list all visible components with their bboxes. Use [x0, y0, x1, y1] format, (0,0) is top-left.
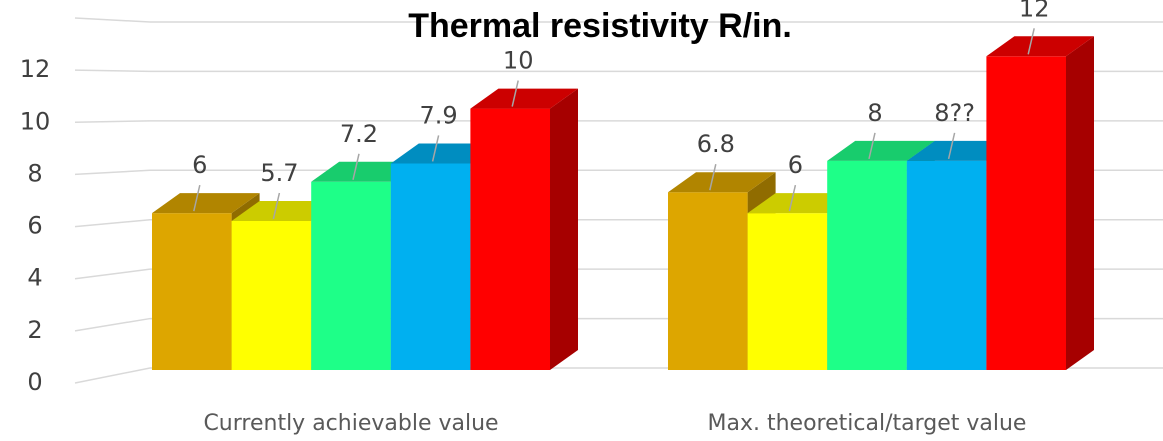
x-tick-label: Max. theoretical/target value — [708, 411, 1027, 436]
data-label: 7.9 — [420, 101, 458, 129]
data-label: 10 — [503, 47, 534, 75]
grid-line — [74, 120, 1163, 124]
leader-line — [788, 184, 797, 212]
bar-top — [152, 193, 260, 214]
bar-front — [152, 213, 232, 370]
bar-front — [747, 213, 828, 370]
data-label: 6 — [788, 151, 803, 179]
bar-front — [906, 160, 987, 370]
data-label: 8 — [867, 99, 882, 127]
data-label: 5.7 — [260, 159, 298, 187]
leader-line — [511, 80, 519, 107]
bar-top — [827, 140, 935, 161]
y-tick-label: 6 — [27, 212, 42, 240]
bar — [470, 88, 578, 371]
leader-line — [947, 132, 956, 160]
bar-front — [231, 220, 312, 370]
data-label: 8?? — [934, 99, 975, 127]
y-tick-label: 4 — [27, 264, 42, 292]
data-label: 7.2 — [340, 120, 378, 148]
bar-front — [311, 181, 391, 370]
leader-line — [709, 164, 717, 191]
bar-top — [668, 172, 776, 193]
grid — [74, 17, 1163, 384]
leader-line — [431, 135, 440, 162]
leader-line — [193, 184, 201, 212]
bar-front — [668, 192, 748, 370]
bar-front — [470, 108, 550, 371]
bars: 6 5.7 7.2 7.9 10 6.8 6 8 8?? 12 — [152, 0, 1094, 371]
leader-line — [868, 132, 876, 160]
y-tick-label: 12 — [20, 55, 51, 83]
data-label: 6 — [192, 151, 207, 179]
y-tick-label: 0 — [27, 368, 42, 396]
bar — [986, 36, 1094, 371]
y-tick-label: 2 — [27, 316, 42, 344]
grid-line — [74, 17, 1163, 23]
grid-line — [74, 169, 1163, 176]
grid-line — [74, 69, 1163, 73]
y-tick-label: 10 — [20, 107, 51, 135]
grid-line — [74, 367, 1163, 384]
data-label: 6.8 — [697, 130, 735, 158]
bar-side — [1066, 36, 1094, 371]
data-label: 12 — [1019, 0, 1050, 22]
bar-top — [986, 36, 1094, 57]
x-tick-label: Currently achievable value — [203, 411, 498, 436]
leader-line — [272, 192, 281, 220]
leader-line — [352, 153, 360, 180]
bar-front — [986, 56, 1066, 371]
y-tick-label: 8 — [27, 159, 42, 187]
bar-top — [470, 88, 578, 109]
leader-line — [1027, 28, 1035, 55]
bar-side — [550, 88, 578, 371]
chart-title: Thermal resistivity R/in. — [408, 7, 792, 45]
bar-front — [827, 160, 907, 370]
bar-front — [390, 163, 471, 370]
